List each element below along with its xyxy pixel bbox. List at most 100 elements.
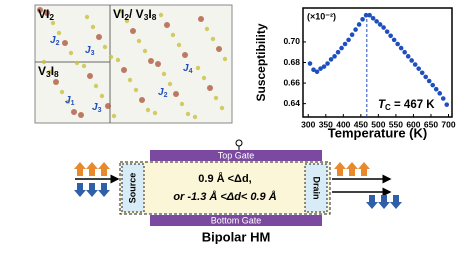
point xyxy=(398,45,404,51)
text: V xyxy=(38,64,46,78)
subscript: 2 xyxy=(49,12,54,22)
atom xyxy=(210,36,216,42)
atom xyxy=(216,46,222,52)
point xyxy=(356,22,362,27)
point xyxy=(328,57,334,62)
atom xyxy=(130,28,136,34)
text: J xyxy=(85,45,91,56)
atoms xyxy=(37,7,228,120)
point xyxy=(388,33,393,39)
bottom-gate-label: Bottom Gate xyxy=(211,215,262,225)
text: I xyxy=(148,7,151,21)
annotation-t: T xyxy=(378,99,386,111)
point xyxy=(325,61,330,66)
atom xyxy=(204,26,210,32)
subscript: 2 xyxy=(124,12,129,22)
atom xyxy=(139,97,145,103)
atom xyxy=(102,44,108,50)
atom xyxy=(179,101,185,107)
subscript: 1 xyxy=(71,100,75,107)
atom xyxy=(118,8,124,14)
annotation-sub: C xyxy=(385,103,391,112)
atom xyxy=(111,113,117,119)
text: J xyxy=(50,35,56,46)
atom xyxy=(222,56,228,62)
annotation: TC = 467 K xyxy=(378,99,435,112)
atom xyxy=(195,65,201,71)
spin-arrow xyxy=(390,195,402,209)
label: VI2/ V3I8 xyxy=(113,7,157,22)
atom xyxy=(152,110,158,116)
subscript: 8 xyxy=(54,69,59,79)
atom xyxy=(198,16,204,22)
atom xyxy=(108,54,114,60)
text: J xyxy=(183,63,189,74)
point xyxy=(370,15,376,21)
atom xyxy=(105,103,111,109)
pin xyxy=(235,139,243,147)
atom xyxy=(127,77,133,83)
text: I xyxy=(51,64,54,78)
atom xyxy=(78,112,84,118)
point xyxy=(402,49,407,55)
top-gate-label: Top Gate xyxy=(218,150,255,160)
spin-arrow xyxy=(74,162,86,176)
atom xyxy=(142,48,148,54)
x-tick-label: 650 xyxy=(424,119,438,129)
point xyxy=(314,69,320,75)
caption: Bipolar HM xyxy=(202,229,271,244)
point xyxy=(335,49,341,55)
atom xyxy=(148,58,154,64)
point xyxy=(412,62,418,67)
atom xyxy=(155,61,161,67)
source-label: Source xyxy=(127,173,137,204)
subscript: 2 xyxy=(56,40,60,47)
atom xyxy=(121,67,127,73)
spin-arrow xyxy=(358,162,370,176)
atom xyxy=(41,59,47,65)
text: J xyxy=(65,95,71,106)
x-tick-label: 350 xyxy=(319,119,333,129)
bottom-gate xyxy=(150,215,322,226)
atom xyxy=(87,73,93,79)
point xyxy=(444,102,450,107)
point xyxy=(339,45,344,51)
atom xyxy=(201,75,207,81)
point xyxy=(440,96,446,101)
point xyxy=(307,61,313,66)
label: J4 xyxy=(183,63,193,75)
subscript: 3 xyxy=(91,50,95,57)
atom xyxy=(219,105,225,111)
label: VI2 xyxy=(38,7,54,22)
atom xyxy=(161,71,167,77)
text: VI xyxy=(38,7,49,21)
point xyxy=(332,54,337,59)
atom xyxy=(145,107,151,113)
text: J xyxy=(92,102,98,113)
label: J1 xyxy=(65,95,75,107)
subscript: 3 xyxy=(46,69,51,79)
spin-arrow xyxy=(346,162,358,176)
atom xyxy=(74,60,80,66)
spin-arrow xyxy=(86,162,98,176)
label: J3 xyxy=(85,45,95,57)
subscript: 3 xyxy=(98,107,102,114)
point xyxy=(363,12,369,18)
spin-arrow xyxy=(334,162,346,176)
multiplier: (×10⁻²) xyxy=(307,11,336,21)
atom xyxy=(213,95,219,101)
atom xyxy=(182,52,188,58)
x-tick-label: 300 xyxy=(301,119,315,129)
atom xyxy=(53,79,59,85)
spin-arrow xyxy=(366,195,378,209)
atom xyxy=(164,22,170,28)
point xyxy=(395,41,400,47)
point xyxy=(377,22,383,27)
point xyxy=(430,82,436,88)
atom xyxy=(71,109,77,115)
atom xyxy=(84,14,90,20)
atom xyxy=(115,57,121,63)
x-tick-label: 400 xyxy=(336,119,350,129)
point xyxy=(321,64,327,69)
atom xyxy=(170,32,176,38)
